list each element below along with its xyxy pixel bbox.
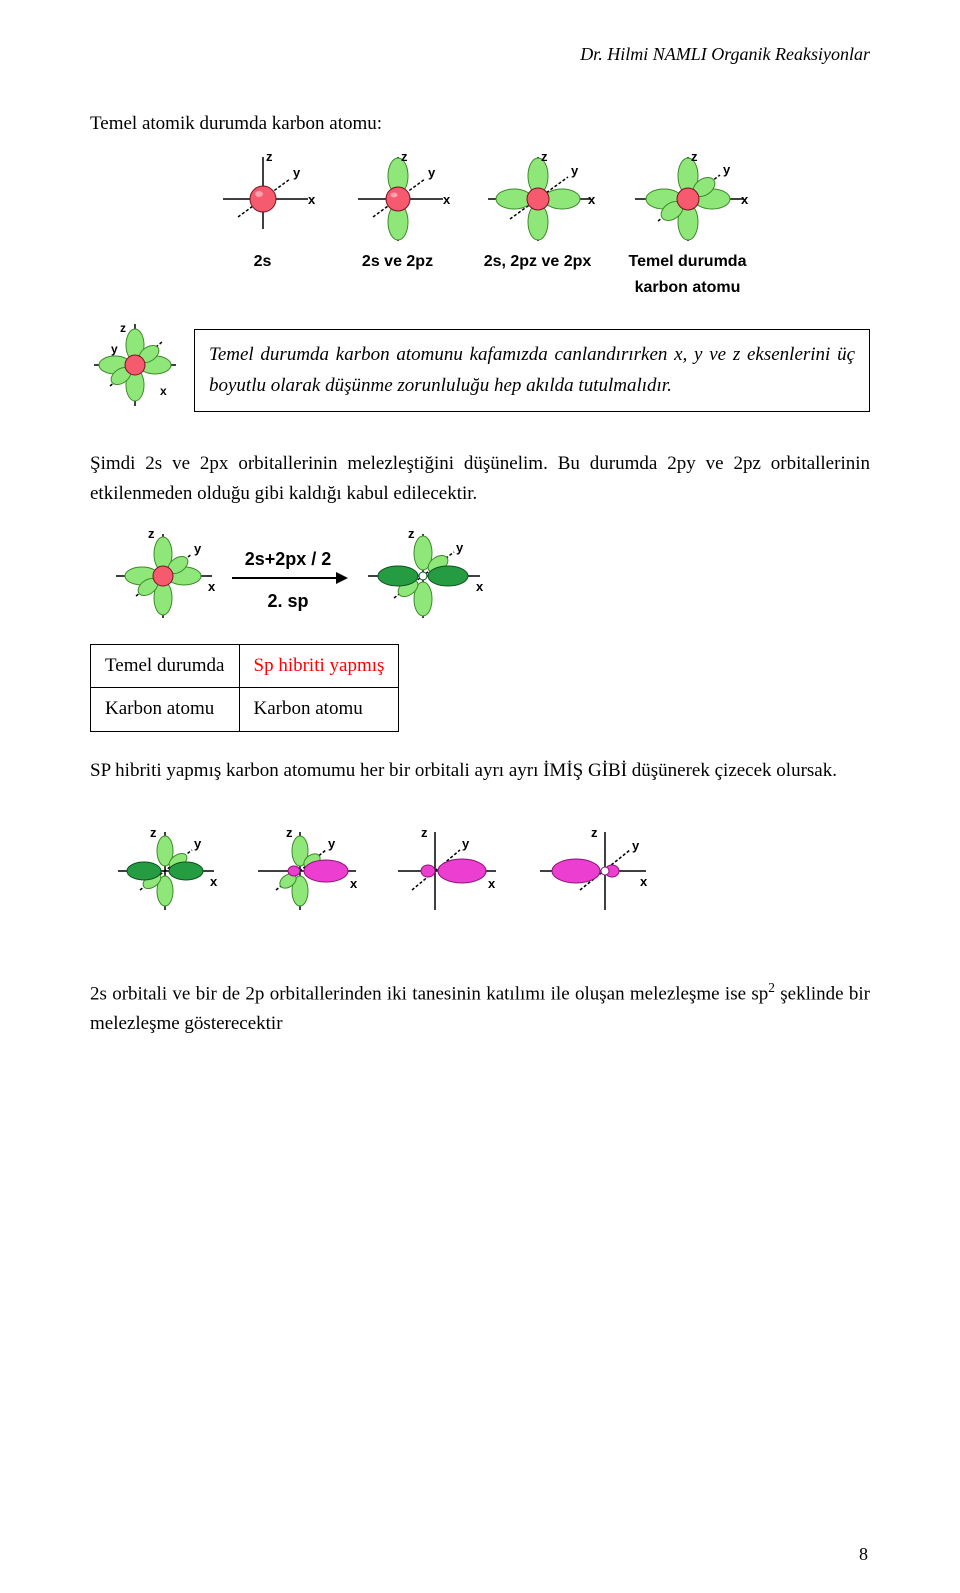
orbital-2s2pz2px-svg: z y x <box>478 149 598 249</box>
diagram-2s: z y x 2s <box>208 149 318 300</box>
svg-text:y: y <box>571 163 579 178</box>
orbital-temel-svg: z y x <box>623 149 753 249</box>
pink-diagram-1: z y x <box>110 826 220 926</box>
orbital-2s-svg: z y x <box>208 149 318 249</box>
svg-text:x: x <box>476 579 484 594</box>
svg-text:x: x <box>588 192 596 207</box>
diagram-2s2pz2px-caption: 2s, 2pz ve 2px <box>478 249 598 275</box>
pink-diagram-4: z y x <box>530 826 650 926</box>
svg-text:z: z <box>401 149 408 164</box>
axis-y: y <box>293 165 301 180</box>
svg-text:x: x <box>210 874 218 889</box>
table-cell: Temel durumda <box>91 644 240 687</box>
table-row: Karbon atomu Karbon atomu <box>91 688 399 731</box>
sp-left-diagram: z y x <box>108 526 218 636</box>
svg-text:z: z <box>691 149 698 164</box>
paragraph-2: Şimdi 2s ve 2px orbitallerinin melezleşt… <box>90 449 870 510</box>
svg-text:z: z <box>408 526 415 541</box>
table-row: Temel durumda Sp hibriti yapmış <box>91 644 399 687</box>
svg-text:y: y <box>328 836 336 851</box>
svg-text:y: y <box>456 540 464 555</box>
svg-text:y: y <box>111 342 118 356</box>
svg-text:y: y <box>632 838 640 853</box>
svg-text:y: y <box>194 836 202 851</box>
svg-text:z: z <box>120 321 126 335</box>
diagram-2s2pz: z y x 2s ve 2pz <box>343 149 453 300</box>
svg-text:x: x <box>741 192 749 207</box>
svg-text:z: z <box>421 826 428 840</box>
diagram-2s2pz-caption: 2s ve 2pz <box>343 249 453 275</box>
sp-arrow: 2s+2px / 2 2. sp <box>228 550 348 612</box>
boxed-row: z y x Temel durumda karbon atomunu kafam… <box>90 320 870 420</box>
svg-text:x: x <box>160 384 167 398</box>
diagram-temel-caption: Temel durumda karbon atomu <box>623 249 753 300</box>
page-header: Dr. Hilmi NAMLI Organik Reaksiyonlar <box>90 40 870 69</box>
pink-orbital-row: z y x z y x <box>110 826 870 926</box>
boxed-side-diagram: z y x <box>90 320 180 420</box>
axis-x: x <box>308 192 316 207</box>
table-cell: Karbon atomu <box>239 688 399 731</box>
svg-text:z: z <box>286 826 293 840</box>
svg-text:y: y <box>723 162 731 177</box>
sp-transform-row: z y x 2s+2px / 2 2. sp <box>108 526 870 636</box>
arrow-top-text: 2s+2px / 2 <box>228 550 348 570</box>
axis-z: z <box>266 149 273 164</box>
para4-sup: 2 <box>768 980 775 995</box>
svg-text:y: y <box>194 541 202 556</box>
table-cell: Sp hibriti yapmış <box>239 644 399 687</box>
diagram-2s2pz2px: z y x 2s, 2pz ve 2px <box>478 149 598 300</box>
svg-text:x: x <box>640 874 648 889</box>
para4-pre: 2s orbitali ve bir de 2p orbitallerinden… <box>90 983 768 1004</box>
table-cell: Karbon atomu <box>91 688 240 731</box>
boxed-text: Temel durumda karbon atomunu kafamızda c… <box>194 329 870 412</box>
pink-diagram-3: z y x <box>390 826 500 926</box>
pink-diagram-2: z y x <box>250 826 360 926</box>
svg-text:z: z <box>150 826 157 840</box>
page-number: 8 <box>859 1540 868 1569</box>
svg-text:y: y <box>428 165 436 180</box>
diagram-temel: z y x Temel durumda karbon atomu <box>623 149 753 300</box>
paragraph-4: 2s orbitali ve bir de 2p orbitallerinden… <box>90 977 870 1040</box>
paragraph-3: SP hibriti yapmış karbon atomumu her bir… <box>90 756 870 786</box>
orbital-2s2pz-svg: z y x <box>343 149 453 249</box>
orbital-row-1: z y x 2s z y x 2s ve 2pz <box>90 149 870 300</box>
svg-text:x: x <box>488 876 496 891</box>
svg-text:y: y <box>462 836 470 851</box>
sp-right-diagram: z y x <box>358 526 488 636</box>
svg-text:z: z <box>148 526 155 541</box>
svg-text:x: x <box>443 192 451 207</box>
arrow-bottom-text: 2. sp <box>228 592 348 612</box>
sp-table: Temel durumda Sp hibriti yapmış Karbon a… <box>90 644 399 732</box>
svg-text:z: z <box>591 826 598 840</box>
svg-text:x: x <box>208 579 216 594</box>
svg-text:z: z <box>541 149 548 164</box>
intro-paragraph: Temel atomik durumda karbon atomu: <box>90 109 870 139</box>
diagram-2s-caption: 2s <box>208 249 318 275</box>
svg-text:x: x <box>350 876 358 891</box>
